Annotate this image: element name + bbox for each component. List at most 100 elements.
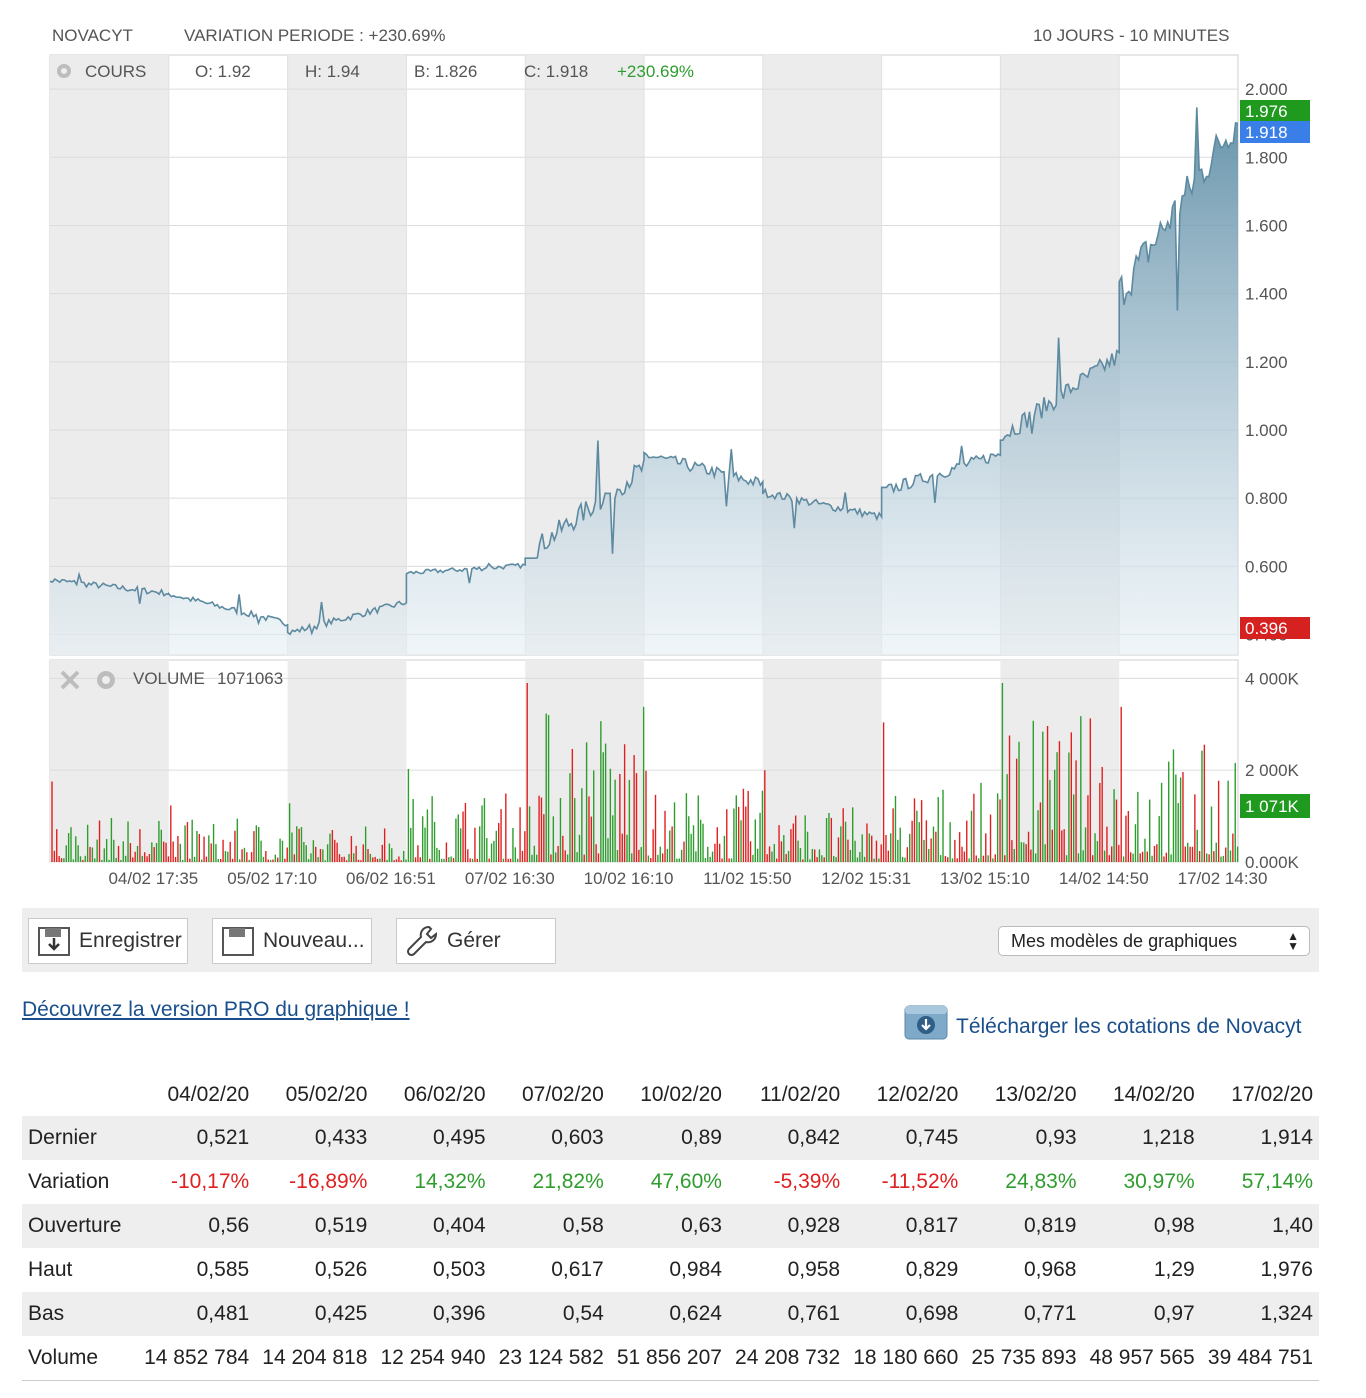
table-cell: 0,433 bbox=[255, 1116, 374, 1160]
download-label: Télécharger les cotations de Novacyt bbox=[956, 1015, 1302, 1038]
table-header-row: 04/02/20 05/02/20 06/02/20 07/02/20 10/02/20… bbox=[22, 1074, 1319, 1116]
table-date-header: 12/02/20 bbox=[876, 1083, 959, 1106]
svg-text:0.396: 0.396 bbox=[1245, 619, 1288, 638]
table-cell: 0,968 bbox=[1023, 1258, 1077, 1281]
price-tick-label: 1.200 bbox=[1245, 353, 1288, 372]
table-cell: 0,617 bbox=[551, 1258, 604, 1281]
table-cell: 0,503 bbox=[433, 1258, 486, 1281]
price-tick-label: 0.600 bbox=[1245, 557, 1288, 576]
table-cell: 24 208 732 bbox=[727, 1336, 847, 1381]
table-cell: 1,40 bbox=[1200, 1204, 1319, 1248]
gear-icon[interactable] bbox=[97, 671, 115, 689]
x-tick-label: 07/02 16:30 bbox=[465, 869, 555, 888]
table-cell: 30,97% bbox=[1123, 1170, 1195, 1193]
pro-version-link[interactable]: Découvrez la version PRO du graphique ! bbox=[22, 998, 410, 1021]
low-value: B: 1.826 bbox=[414, 62, 477, 81]
table-date-header: 14/02/20 bbox=[1112, 1083, 1195, 1106]
x-tick-label: 11/02 15:50 bbox=[703, 869, 792, 888]
price-tick-label: 1.400 bbox=[1245, 285, 1288, 304]
table-cell: 48 957 565 bbox=[1082, 1336, 1201, 1381]
table-date-header: 05/02/20 bbox=[285, 1083, 368, 1106]
table-cell: 0,603 bbox=[491, 1116, 610, 1160]
table-date-header: 06/02/20 bbox=[403, 1083, 486, 1106]
table-cell: 0,97 bbox=[1082, 1292, 1201, 1336]
table-row: Volume 14 852 784 14 204 818 12 254 940 23 1… bbox=[22, 1336, 1319, 1381]
manage-label: Gérer bbox=[447, 929, 501, 952]
quotes-table: 04/02/20 05/02/20 06/02/20 07/02/20 10/02/20… bbox=[22, 1074, 1319, 1381]
table-cell: 0,829 bbox=[905, 1258, 959, 1281]
price-tick-label: 2.000 bbox=[1245, 80, 1288, 99]
table-cell: 1,324 bbox=[1200, 1292, 1319, 1336]
table-cell: 1,29 bbox=[1153, 1258, 1195, 1281]
table-cell: 0,521 bbox=[137, 1116, 256, 1160]
table-cell: 0,624 bbox=[609, 1292, 728, 1336]
x-tick-label: 06/02 16:51 bbox=[346, 869, 436, 888]
high-badge: 1.976 bbox=[1240, 100, 1310, 122]
session-band bbox=[762, 660, 882, 862]
table-cell: 0,98 bbox=[1082, 1204, 1201, 1248]
table-row: Bas 0,481 0,425 0,396 0,54 0,624 0,761 0,698 0,7… bbox=[22, 1292, 1319, 1336]
svg-text:1 071K: 1 071K bbox=[1245, 797, 1300, 816]
price-line bbox=[49, 107, 1239, 636]
session-band bbox=[287, 660, 407, 862]
table-cell: 0,519 bbox=[255, 1204, 374, 1248]
row-label: Volume bbox=[22, 1336, 137, 1381]
table-header-corner bbox=[22, 1074, 137, 1116]
session-band bbox=[50, 55, 169, 655]
row-label: Dernier bbox=[22, 1116, 137, 1160]
manage-button[interactable]: Gérer bbox=[396, 918, 556, 964]
volume-tick-label: 4 000K bbox=[1245, 669, 1300, 688]
session-band bbox=[50, 660, 169, 862]
price-tick-label: 0.800 bbox=[1245, 489, 1288, 508]
table-date-header: 11/02/20 bbox=[759, 1083, 841, 1106]
table-cell: 51 856 207 bbox=[609, 1336, 728, 1381]
price-volume-chart[interactable]: 2.000 1.800 1.600 1.400 1.200 1.000 0.800 0.600… bbox=[0, 0, 1366, 900]
row-label: Haut bbox=[28, 1258, 73, 1281]
volume-value: 1071063 bbox=[217, 669, 283, 688]
table-cell: 0,495 bbox=[373, 1116, 492, 1160]
table-cell: 0,745 bbox=[846, 1116, 965, 1160]
table-cell: 0,89 bbox=[609, 1116, 728, 1160]
table-cell: 1,976 bbox=[1260, 1258, 1313, 1281]
close-icon[interactable] bbox=[60, 670, 80, 690]
table-cell: 18 180 660 bbox=[846, 1336, 965, 1381]
row-label: Variation bbox=[28, 1170, 110, 1193]
download-quotes-link[interactable]: Télécharger les cotations de Novacyt bbox=[904, 1003, 1302, 1041]
session-band bbox=[525, 660, 644, 862]
open-value: O: 1.92 bbox=[195, 62, 251, 81]
svg-text:1.918: 1.918 bbox=[1245, 123, 1288, 142]
session-band bbox=[287, 55, 407, 655]
price-area bbox=[50, 107, 1238, 655]
chart-toolbar: Enregistrer Nouveau... Gérer Mes modèles… bbox=[22, 908, 1319, 972]
table-cell: -11,52% bbox=[881, 1170, 959, 1193]
row-label: Bas bbox=[22, 1292, 137, 1336]
save-button[interactable]: Enregistrer bbox=[28, 918, 188, 964]
table-cell: 0,761 bbox=[727, 1292, 847, 1336]
templates-select[interactable]: Mes modèles de graphiques ▲ ▼ bbox=[998, 926, 1310, 956]
table-date-header: 07/02/20 bbox=[522, 1083, 604, 1106]
table-cell: 14,32% bbox=[414, 1170, 486, 1193]
x-tick-label: 12/02 15:31 bbox=[821, 869, 911, 888]
table-cell: 0,842 bbox=[727, 1116, 847, 1160]
table-cell: 0,481 bbox=[137, 1292, 256, 1336]
table-cell: 0,698 bbox=[846, 1292, 965, 1336]
gear-icon[interactable] bbox=[57, 64, 71, 78]
table-cell: -16,89% bbox=[289, 1170, 368, 1193]
period-label: 10 JOURS - 10 MINUTES bbox=[1033, 26, 1230, 45]
wrench-icon bbox=[406, 926, 437, 957]
table-cell: 21,82% bbox=[532, 1170, 604, 1193]
table-cell: 0,958 bbox=[787, 1258, 841, 1281]
new-button[interactable]: Nouveau... bbox=[212, 918, 372, 964]
table-cell: 12 254 940 bbox=[373, 1336, 492, 1381]
table-cell: 0,771 bbox=[964, 1292, 1083, 1336]
table-cell: 39 484 751 bbox=[1200, 1336, 1319, 1381]
table-cell: 0,58 bbox=[491, 1204, 610, 1248]
table-cell: 0,526 bbox=[314, 1258, 368, 1281]
table-cell: 0,585 bbox=[196, 1258, 250, 1281]
volume-label: VOLUME bbox=[133, 669, 205, 688]
stock-name: NOVACYT bbox=[52, 26, 133, 45]
table-cell: 14 852 784 bbox=[137, 1336, 256, 1381]
templates-label: Mes modèles de graphiques bbox=[1011, 930, 1238, 951]
x-tick-label: 10/02 16:10 bbox=[584, 869, 674, 888]
row-label: Ouverture bbox=[22, 1204, 137, 1248]
